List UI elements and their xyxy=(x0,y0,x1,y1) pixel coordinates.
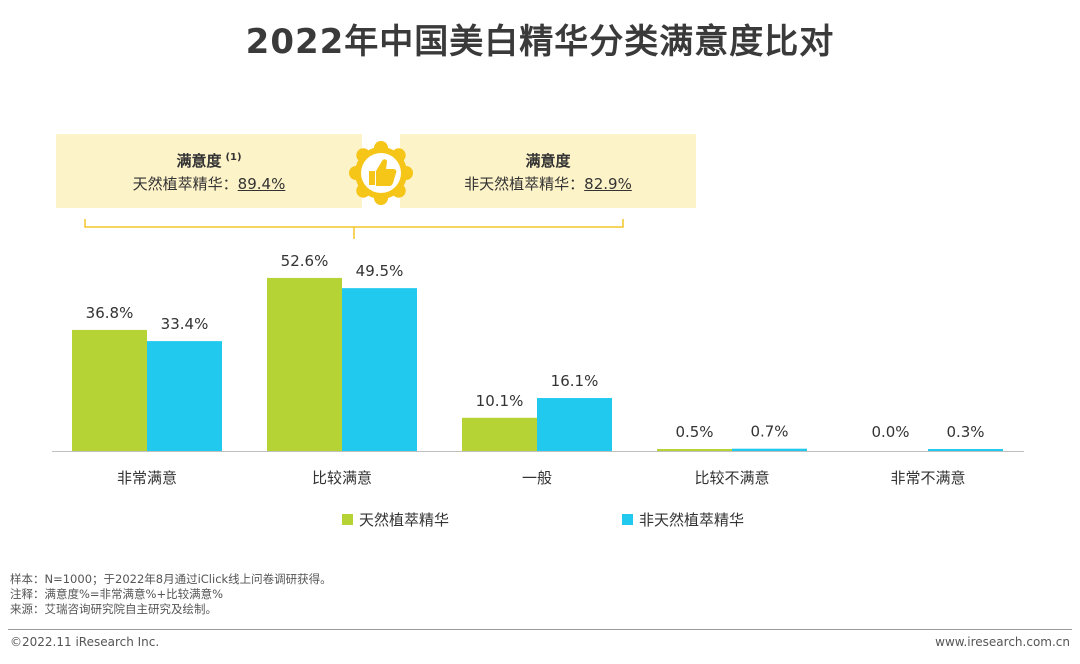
category-label-1: 比较满意 xyxy=(312,469,372,487)
thumbs-up-badge-icon xyxy=(349,141,413,205)
bar-non-natural-2 xyxy=(537,398,612,451)
note-annotation: 注释：满意度%=非常满意%+比较满意% xyxy=(10,587,224,601)
bar-non-natural-3 xyxy=(732,448,807,451)
satisfaction-callout-natural: 满意度 (1) 天然植萃精华：89.4% xyxy=(56,134,362,208)
callout-value: 89.4% xyxy=(237,175,286,193)
data-label-non-natural-2: 16.1% xyxy=(551,372,599,390)
notes: 样本：N=1000；于2022年8月通过iClick线上问卷调研获得。 注释：满… xyxy=(10,572,332,617)
legend-swatch-non-natural xyxy=(622,514,633,525)
data-label-natural-0: 36.8% xyxy=(86,304,134,322)
footnote-marker: (1) xyxy=(225,152,242,163)
bar-non-natural-4 xyxy=(928,449,1003,451)
callout-value: 82.9% xyxy=(584,175,632,193)
data-label-non-natural-4: 0.3% xyxy=(946,423,984,441)
footer-divider xyxy=(8,629,1072,630)
data-label-natural-1: 52.6% xyxy=(281,252,329,270)
callout-heading: 满意度 xyxy=(525,152,571,170)
legend-item-natural: 天然植萃精华 xyxy=(342,509,449,530)
data-label-non-natural-0: 33.4% xyxy=(161,315,209,333)
bar-chart: 36.8% 33.4% 非常满意 52.6% 49.5% 比较满意 10.1% 16.1% 一般… xyxy=(52,252,1024,487)
website-url: www.iresearch.com.cn xyxy=(935,635,1070,649)
data-label-natural-2: 10.1% xyxy=(476,392,524,410)
bar-non-natural-0 xyxy=(147,341,222,451)
satisfaction-callout-non-natural: 满意度 非天然植萃精华：82.9% xyxy=(400,134,696,208)
satisfaction-bracket xyxy=(84,219,624,239)
note-sample: 样本：N=1000；于2022年8月通过iClick线上问卷调研获得。 xyxy=(10,572,332,586)
callout-label: 非天然植萃精华： xyxy=(464,175,585,193)
category-label-0: 非常满意 xyxy=(117,469,177,487)
category-label-3: 比较不满意 xyxy=(694,469,769,487)
bar-natural-0 xyxy=(72,329,147,451)
data-label-natural-3: 0.5% xyxy=(675,423,713,441)
legend-label-non-natural: 非天然植萃精华 xyxy=(639,511,745,529)
bar-natural-1 xyxy=(267,277,342,451)
bar-non-natural-1 xyxy=(342,288,417,451)
chart-title: 2022年中国美白精华分类满意度比对 xyxy=(245,22,835,62)
callout-label: 天然植萃精华： xyxy=(132,175,238,193)
data-label-natural-4: 0.0% xyxy=(871,423,909,441)
legend-item-non-natural: 非天然植萃精华 xyxy=(622,509,744,530)
legend-label-natural: 天然植萃精华 xyxy=(359,511,450,529)
bar-natural-3 xyxy=(657,449,732,451)
category-label-2: 一般 xyxy=(522,469,552,487)
legend-swatch-natural xyxy=(342,514,353,525)
data-label-non-natural-3: 0.7% xyxy=(750,423,788,441)
note-source: 来源：艾瑞咨询研究院自主研究及绘制。 xyxy=(10,602,217,616)
category-label-4: 非常不满意 xyxy=(890,469,965,487)
bar-natural-2 xyxy=(462,417,537,451)
callout-heading: 满意度 xyxy=(176,152,222,170)
copyright: ©2022.11 iResearch Inc. xyxy=(10,635,160,649)
data-label-non-natural-1: 49.5% xyxy=(356,262,404,280)
